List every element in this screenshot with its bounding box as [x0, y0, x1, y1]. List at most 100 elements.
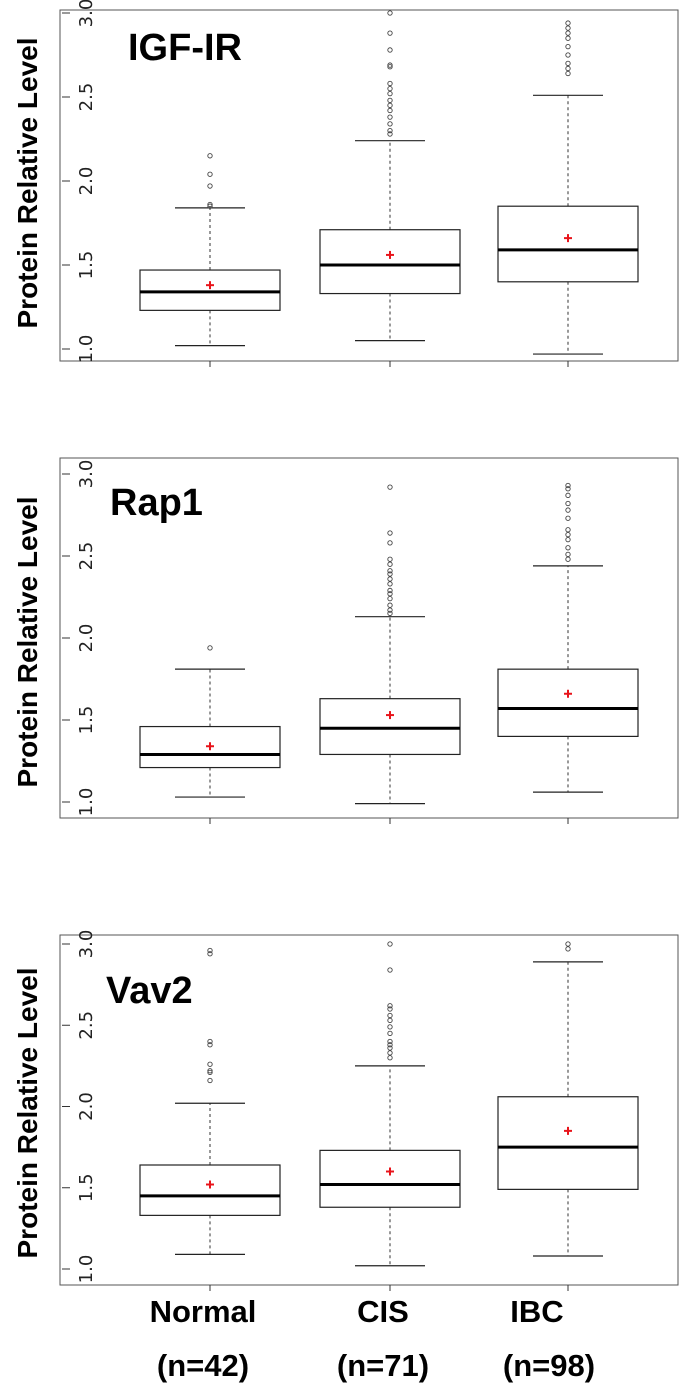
outlier-point — [387, 1024, 393, 1030]
outlier-point — [387, 595, 393, 602]
panel-title: Vav2 — [106, 970, 193, 1012]
outlier-point — [387, 62, 393, 68]
y-tick-label: 3.0 — [76, 460, 97, 489]
outlier-point — [207, 645, 213, 651]
outlier-point — [387, 1003, 393, 1009]
outlier-point — [387, 47, 393, 53]
outlier-point — [387, 568, 393, 574]
outlier-point — [387, 80, 393, 87]
outlier-point — [387, 90, 393, 97]
y-tick-label: 3.0 — [76, 930, 97, 959]
outlier-point — [387, 131, 393, 137]
outlier-point — [387, 530, 393, 536]
box-ibc — [497, 482, 639, 793]
y-tick-label: 2.0 — [76, 624, 97, 653]
outlier-point — [387, 1017, 393, 1024]
y-tick-label: 1.0 — [76, 335, 97, 364]
y-tick-label: 1.5 — [76, 251, 97, 280]
outlier-point — [565, 70, 571, 77]
outlier-point — [207, 1061, 213, 1067]
outlier-point — [387, 97, 393, 104]
y-tick-label: 2.5 — [76, 83, 97, 112]
group-n-cis: (n=71) — [337, 1348, 429, 1383]
outlier-point — [387, 561, 393, 567]
iqr-box — [139, 1164, 281, 1216]
y-axis-label: Protein Relative Level — [12, 967, 43, 1258]
box-ibc — [497, 20, 639, 355]
iqr-box — [497, 668, 639, 737]
group-n-normal: (n=42) — [157, 1348, 249, 1383]
outlier-point — [387, 556, 393, 562]
y-axis-label: Protein Relative Level — [12, 37, 43, 328]
box-cis — [319, 10, 461, 342]
y-tick-label: 3.0 — [76, 0, 97, 27]
y-axis: 1.0 1.5 2.0 2.5 3.0 — [62, 0, 569, 367]
outlier-point — [387, 591, 393, 597]
outlier-point — [565, 545, 571, 551]
outlier-point — [207, 171, 213, 177]
outlier-point — [565, 532, 571, 538]
outlier-point — [565, 492, 571, 498]
outlier-point — [207, 1077, 213, 1084]
group-name-ibc: IBC — [510, 1294, 563, 1329]
y-axis: 1.0 1.5 2.0 2.5 3.0 — [62, 930, 569, 1291]
y-axis-label: Protein Relative Level — [12, 496, 43, 787]
outlier-point — [387, 967, 393, 973]
outlier-point — [207, 203, 213, 209]
iqr-box — [319, 698, 461, 756]
plot-frame — [59, 934, 679, 1286]
outlier-point — [387, 602, 393, 608]
outlier-point — [565, 500, 571, 507]
outlier-point — [387, 107, 393, 114]
outlier-point — [565, 551, 571, 558]
outlier-point — [207, 201, 213, 208]
outlier-point — [387, 10, 393, 16]
outlier-point — [565, 486, 571, 492]
group-n-ibc: (n=98) — [503, 1348, 595, 1383]
outlier-point — [387, 576, 393, 582]
y-axis: 1.0 1.5 2.0 2.5 3.0 — [62, 460, 569, 824]
outlier-point — [565, 941, 571, 947]
outlier-point — [565, 30, 571, 36]
iqr-box — [319, 229, 461, 295]
panel-vav2: Protein Relative Level Vav2 1.0 1.5 2.0 2.5… — [12, 930, 679, 1291]
outlier-point — [565, 60, 571, 67]
outlier-point — [387, 114, 393, 120]
outlier-point — [387, 102, 393, 109]
outlier-point — [387, 1006, 393, 1012]
outlier-point — [387, 587, 393, 594]
panel-title: Rap1 — [110, 482, 203, 524]
box-cis — [319, 484, 461, 805]
panel-rap1: Protein Relative Level Rap1 1.0 1.5 2.0 2.5… — [12, 457, 679, 824]
box-marks — [139, 941, 639, 1267]
outlier-point — [387, 64, 393, 70]
panel-igf-ir: Protein Relative Level IGF-IR 1.0 1.5 2.0 2… — [12, 0, 679, 367]
y-tick-label: 2.5 — [76, 1011, 97, 1040]
outlier-point — [565, 515, 571, 521]
outlier-point — [565, 20, 571, 26]
outlier-point — [565, 507, 571, 513]
outlier-point — [387, 540, 393, 546]
outlier-point — [565, 482, 571, 489]
outlier-point — [207, 153, 213, 159]
y-tick-label: 1.5 — [76, 706, 97, 735]
iqr-box — [497, 205, 639, 283]
box-marks — [139, 10, 639, 355]
outlier-point — [387, 121, 393, 127]
outlier-point — [565, 35, 571, 41]
y-tick-label: 2.5 — [76, 542, 97, 571]
outlier-point — [207, 1038, 213, 1045]
outlier-point — [387, 607, 393, 613]
outlier-point — [207, 1069, 213, 1076]
outlier-point — [387, 1050, 393, 1056]
y-tick-label: 2.0 — [76, 167, 97, 196]
outlier-point — [565, 52, 571, 58]
outlier-point — [387, 610, 393, 617]
panel-title: IGF-IR — [128, 27, 242, 69]
outlier-point — [387, 1042, 393, 1048]
outlier-point — [565, 946, 571, 952]
outlier-point — [387, 484, 393, 490]
iqr-box — [497, 1096, 639, 1190]
y-tick-label: 2.0 — [76, 1092, 97, 1121]
box-normal — [139, 153, 281, 347]
